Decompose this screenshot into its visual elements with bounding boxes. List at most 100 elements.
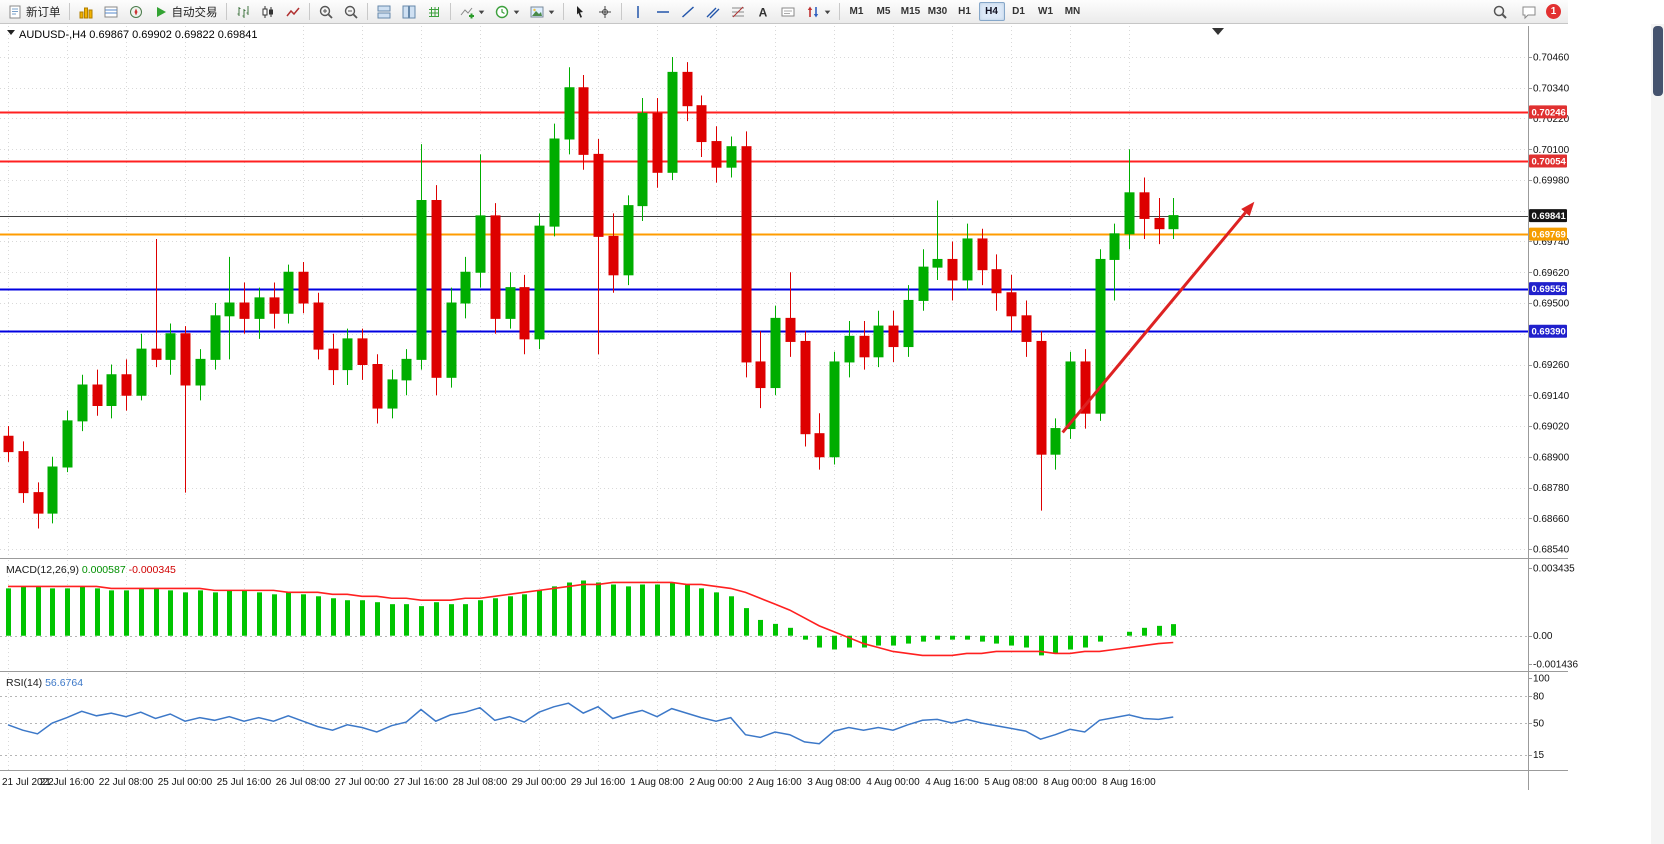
price-badge-0.70246 bbox=[1529, 105, 1567, 119]
templates-icon bbox=[529, 4, 545, 20]
timeframe-h4-button[interactable]: H4 bbox=[978, 2, 1005, 21]
scrollbar-thumb[interactable] bbox=[1652, 26, 1663, 96]
trend-arrow[interactable] bbox=[1061, 201, 1255, 434]
price-tick-label: 0.70100 bbox=[1533, 145, 1570, 156]
timeframe-m15-button[interactable]: M15 bbox=[900, 6, 921, 17]
horizontal-line-icon bbox=[655, 4, 671, 20]
bar-chart-button[interactable] bbox=[231, 1, 255, 22]
cursor-button[interactable] bbox=[568, 1, 592, 22]
autotrading-button[interactable]: 自动交易 bbox=[149, 1, 222, 22]
price-axis[interactable]: 0.70460 0.70340 0.70220 0.70100 0.69980 0.697… bbox=[1528, 53, 1570, 556]
timeframe-m5-button[interactable]: M5 bbox=[876, 6, 891, 17]
trendline-button[interactable] bbox=[676, 1, 700, 22]
toolbar-separator bbox=[838, 3, 840, 20]
new-order-button-label: 新订单 bbox=[26, 6, 61, 19]
rsi-line bbox=[7, 702, 1174, 745]
price-tick-label: 0.68660 bbox=[1533, 514, 1570, 525]
templates-button[interactable] bbox=[525, 1, 559, 22]
time-tick-label: 27 Jul 16:00 bbox=[394, 777, 449, 788]
tile-windows-icon bbox=[376, 4, 392, 20]
zoom-out-icon bbox=[343, 4, 359, 20]
grid-icon bbox=[426, 4, 442, 20]
zoom-out-button[interactable] bbox=[339, 1, 363, 22]
chart-menu-icon[interactable] bbox=[7, 30, 15, 35]
autotrading-icon bbox=[153, 4, 169, 20]
time-tick-label: 8 Aug 00:00 bbox=[1043, 777, 1097, 788]
data-window-button[interactable] bbox=[99, 1, 123, 22]
indicators-button[interactable] bbox=[455, 1, 489, 22]
channel-icon bbox=[705, 4, 721, 20]
vertical-line-icon bbox=[630, 4, 646, 20]
line-chart-button[interactable] bbox=[281, 1, 305, 22]
price-badge-label: 0.69769 bbox=[1532, 230, 1566, 241]
new-order-button[interactable]: 新订单 bbox=[3, 1, 65, 22]
search-button[interactable] bbox=[1488, 1, 1512, 22]
price-tick-label: 0.69140 bbox=[1533, 391, 1570, 402]
arrange-windows-button[interactable] bbox=[397, 1, 421, 22]
fibonacci-icon bbox=[730, 4, 746, 20]
horizontal-line-button[interactable] bbox=[651, 1, 675, 22]
vertical-line-button[interactable] bbox=[626, 1, 650, 22]
channel-button[interactable] bbox=[701, 1, 725, 22]
price-tick-label: 0.70220 bbox=[1533, 114, 1570, 125]
macd-label: MACD(12,26,9) 0.000587 -0.000345 bbox=[6, 564, 176, 576]
bar-chart-icon bbox=[235, 4, 251, 20]
messages-button[interactable] bbox=[1517, 1, 1541, 22]
rsi-axis: 100 80 50 15 bbox=[1528, 674, 1550, 761]
price-tick-label: 0.69740 bbox=[1533, 237, 1570, 248]
crosshair-button[interactable] bbox=[593, 1, 617, 22]
timeframe-h1-button[interactable]: H1 bbox=[958, 6, 971, 17]
timeframe-mn-button[interactable]: MN bbox=[1064, 6, 1081, 17]
label-button[interactable] bbox=[776, 1, 800, 22]
toolbar-separator bbox=[366, 3, 368, 20]
price-badge-0.69841 bbox=[1529, 209, 1567, 223]
zoom-in-button[interactable] bbox=[314, 1, 338, 22]
time-tick-label: 26 Jul 08:00 bbox=[276, 777, 331, 788]
caret-down-icon bbox=[478, 9, 485, 15]
time-tick-label: 22 Jul 08:00 bbox=[99, 777, 154, 788]
arrows-icon bbox=[805, 4, 821, 20]
chart-canvas[interactable]: 0.70460 0.70340 0.70220 0.70100 0.69980 0.697… bbox=[0, 24, 1664, 844]
notification-badge[interactable]: 1 bbox=[1546, 4, 1561, 19]
time-tick-label: 3 Aug 08:00 bbox=[807, 777, 861, 788]
timeframe-m30-button[interactable]: M30 bbox=[927, 6, 948, 17]
main-toolbar: 新订单 自动交易 A M1 M5 M15 M30 H1 H4 D1 W1 MN 1 bbox=[0, 0, 1568, 24]
text-button[interactable]: A bbox=[751, 1, 775, 22]
macd-histogram bbox=[6, 580, 1176, 656]
price-tick-label: 0.70340 bbox=[1533, 83, 1570, 94]
tile-windows-button[interactable] bbox=[372, 1, 396, 22]
macd-axis: 0.003435 0.00 -0.001436 bbox=[1528, 564, 1578, 671]
price-tick-label: 0.68780 bbox=[1533, 483, 1570, 494]
rsi-tick-label: 15 bbox=[1533, 750, 1545, 761]
grid-button[interactable] bbox=[422, 1, 446, 22]
chart-window[interactable]: 0.70460 0.70340 0.70220 0.70100 0.69980 0.697… bbox=[0, 24, 1664, 844]
vertical-scrollbar[interactable] bbox=[1651, 24, 1664, 844]
timeframe-d1-button[interactable]: D1 bbox=[1012, 6, 1025, 17]
chart-shift-marker[interactable] bbox=[1212, 28, 1224, 35]
market-watch-button[interactable] bbox=[74, 1, 98, 22]
time-tick-label: 21 Jul 2022 bbox=[2, 777, 54, 788]
time-tick-label: 2 Aug 16:00 bbox=[748, 777, 802, 788]
arrows-button[interactable] bbox=[801, 1, 835, 22]
price-tick-label: 0.70460 bbox=[1533, 53, 1570, 64]
time-tick-label: 25 Jul 16:00 bbox=[217, 777, 272, 788]
price-tick-label: 0.68540 bbox=[1533, 545, 1570, 556]
time-tick-label: 5 Aug 08:00 bbox=[984, 777, 1038, 788]
time-tick-label: 4 Aug 00:00 bbox=[866, 777, 920, 788]
timeframe-m1-button[interactable]: M1 bbox=[849, 6, 864, 17]
navigator-button[interactable] bbox=[124, 1, 148, 22]
fibonacci-button[interactable] bbox=[726, 1, 750, 22]
price-badges: 0.70246 0.70054 0.69841 0.69769 0.69556 0.693… bbox=[1529, 105, 1567, 338]
timeframe-w1-button[interactable]: W1 bbox=[1038, 6, 1053, 17]
line-chart-icon bbox=[285, 4, 301, 20]
candlestick-chart-button[interactable] bbox=[256, 1, 280, 22]
cursor-icon bbox=[572, 4, 588, 20]
svg-text:A: A bbox=[758, 5, 767, 19]
price-badge-label: 0.69390 bbox=[1532, 327, 1566, 338]
text-icon: A bbox=[755, 4, 771, 20]
periods-button[interactable] bbox=[490, 1, 524, 22]
candlestick-chart-icon bbox=[260, 4, 276, 20]
rsi-tick-label: 80 bbox=[1533, 692, 1545, 703]
price-tick-label: 0.69500 bbox=[1533, 299, 1570, 310]
